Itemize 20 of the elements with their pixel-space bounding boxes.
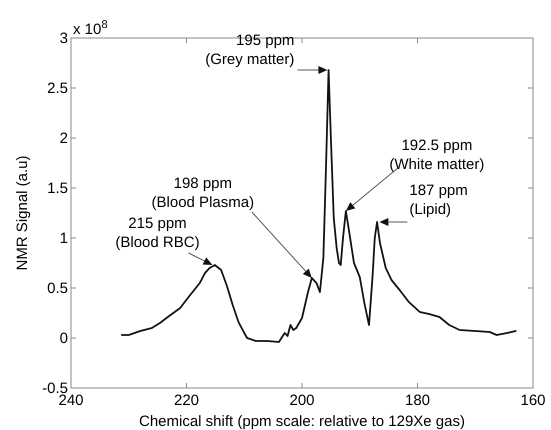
y-tick-label: 1.5 — [47, 180, 68, 197]
y-axis-title: NMR Signal (a.u) — [14, 155, 31, 271]
annotation: 198 ppm (Blood Plasma) — [152, 175, 254, 211]
annotation: 187 ppm (Lipid) — [409, 182, 468, 218]
annotation: 192.5 ppm (White matter) — [389, 137, 484, 173]
y-tick-label: 0 — [60, 330, 68, 347]
annotation: x 10$^{8}$ — [73, 19, 108, 38]
annotation: 195 ppm (Grey matter) — [205, 32, 294, 68]
x-tick-label: 160 — [520, 392, 546, 409]
x-tick-label: 220 — [174, 392, 200, 409]
y-tick-label: 1 — [60, 230, 68, 247]
x-tick-label: 240 — [58, 392, 84, 409]
x-tick-label: 200 — [289, 392, 315, 409]
y-tick-label: 3 — [60, 30, 68, 47]
y-tick-label: 2 — [60, 130, 68, 147]
annotation: 215 ppm (Blood RBC) — [115, 215, 200, 251]
y-tick-label: 2.5 — [47, 80, 68, 97]
y-tick-label: 0.5 — [47, 280, 68, 297]
x-tick-label: 180 — [404, 392, 430, 409]
x-axis-title: Chemical shift (ppm scale: relative to 129Xe gas) — [139, 413, 465, 430]
